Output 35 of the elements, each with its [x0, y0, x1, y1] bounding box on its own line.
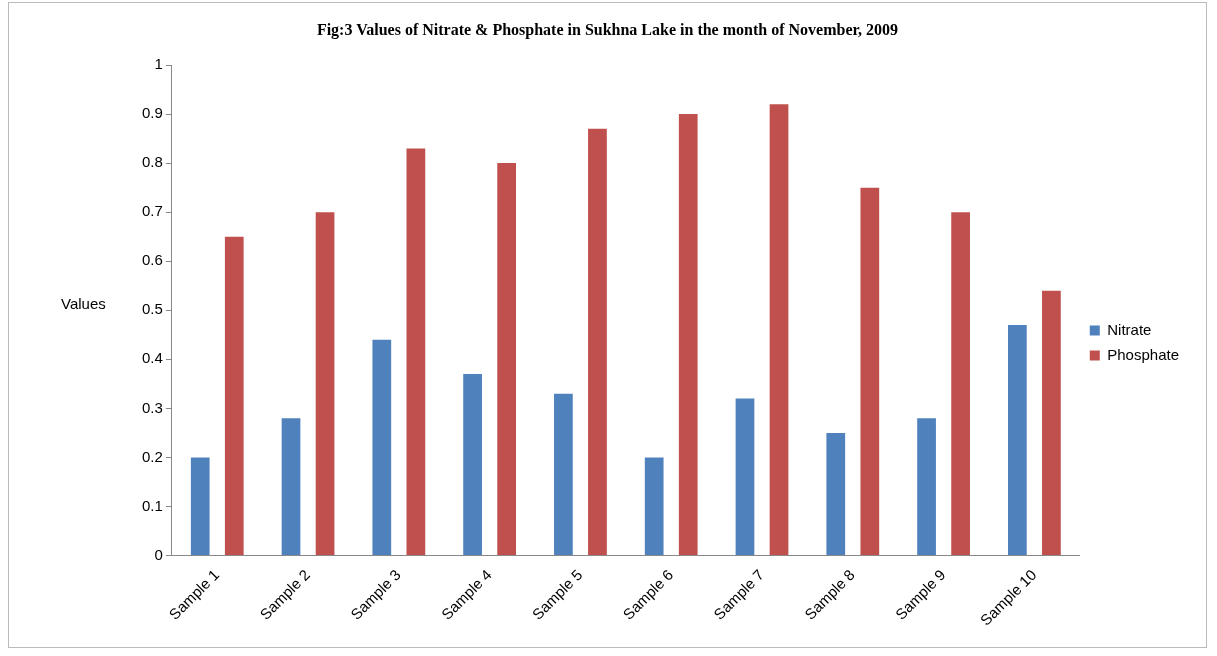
- y-tick-label: 0.4: [141, 349, 163, 367]
- y-tick-label: 0.2: [141, 447, 163, 465]
- chart-title: Fig:3 Values of Nitrate & Phosphate in Sukhna Lake in the month of November, 2009: [315, 21, 900, 39]
- bar: [190, 457, 210, 556]
- bar: [1042, 290, 1061, 556]
- legend-label: Phosphate: [1107, 345, 1180, 363]
- y-tick-label: 0: [154, 545, 163, 563]
- y-tick-label: 0.8: [141, 153, 163, 171]
- y-tick-label: 0.5: [141, 300, 163, 318]
- bar: [224, 236, 244, 556]
- bar: [735, 398, 755, 556]
- bar: [315, 212, 335, 556]
- y-axis-title: Values: [61, 295, 106, 312]
- y-tick-label: 0.9: [141, 104, 163, 122]
- bar: [860, 187, 880, 556]
- bar: [826, 432, 846, 556]
- legend-label: Nitrate: [1107, 320, 1152, 338]
- y-tick-label: 0.6: [141, 251, 163, 269]
- bar: [917, 418, 936, 556]
- bar: [463, 374, 482, 556]
- bar: [769, 104, 789, 556]
- y-tick-label: 1: [154, 55, 163, 73]
- bar: [372, 339, 392, 556]
- bar: [281, 418, 301, 556]
- bar: [497, 163, 517, 556]
- bar: [644, 457, 664, 556]
- bar: [588, 128, 607, 556]
- y-tick-label: 0.3: [141, 398, 163, 416]
- bar: [406, 148, 426, 556]
- bar: [554, 393, 573, 556]
- y-tick-label: 0.1: [141, 496, 163, 514]
- bar: [678, 114, 698, 556]
- bar: [1007, 325, 1027, 556]
- y-tick-label: 0.7: [141, 202, 163, 220]
- bar: [951, 212, 970, 556]
